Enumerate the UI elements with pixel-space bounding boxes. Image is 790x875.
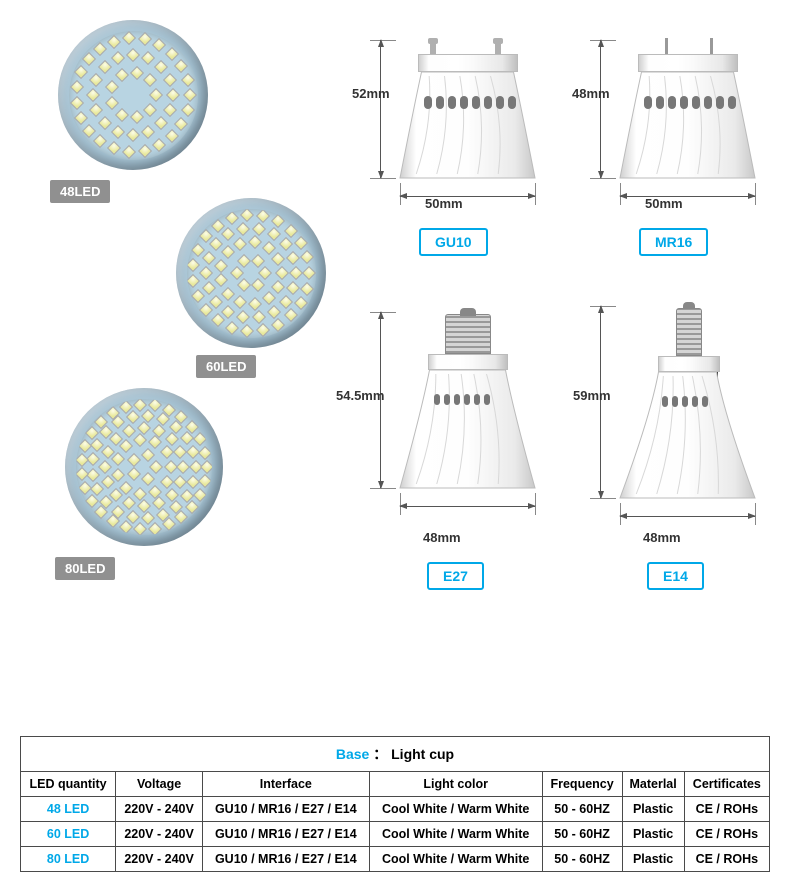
- table-header-row: LED quantity Voltage Interface Light col…: [21, 772, 770, 797]
- spec-table: Base ： Light cup LED quantity Voltage In…: [20, 736, 770, 872]
- cell-material: Plastic: [622, 847, 684, 872]
- led-count-label-60: 60LED: [196, 355, 256, 378]
- cell-led: 80 LED: [21, 847, 116, 872]
- cell-led: 60 LED: [21, 822, 116, 847]
- cell-voltage: 220V - 240V: [116, 797, 203, 822]
- cell-interface: GU10 / MR16 / E27 / E14: [202, 797, 369, 822]
- base-type-label-e27: E27: [427, 562, 484, 590]
- width-label-gu10: 50mm: [425, 196, 463, 211]
- cell-material: Plastic: [622, 822, 684, 847]
- th-material: Materlal: [622, 772, 684, 797]
- cell-interface: GU10 / MR16 / E27 / E14: [202, 847, 369, 872]
- table-row: 48 LED220V - 240VGU10 / MR16 / E27 / E14…: [21, 797, 770, 822]
- cell-cert: CE / ROHs: [684, 822, 769, 847]
- cell-material: Plastic: [622, 797, 684, 822]
- cell-led: 48 LED: [21, 797, 116, 822]
- base-type-label-gu10: GU10: [419, 228, 488, 256]
- table-row: 80 LED220V - 240VGU10 / MR16 / E27 / E14…: [21, 847, 770, 872]
- th-frequency: Frequency: [542, 772, 622, 797]
- th-led-quantity: LED quantity: [21, 772, 116, 797]
- th-voltage: Voltage: [116, 772, 203, 797]
- cell-freq: 50 - 60HZ: [542, 797, 622, 822]
- base-type-label-mr16: MR16: [639, 228, 708, 256]
- cell-voltage: 220V - 240V: [116, 847, 203, 872]
- table-title-label: Base: [336, 746, 369, 762]
- table-row: 60 LED220V - 240VGU10 / MR16 / E27 / E14…: [21, 822, 770, 847]
- cell-color: Cool White / Warm White: [369, 847, 542, 872]
- cell-cert: CE / ROHs: [684, 847, 769, 872]
- bulb-e14: CE RoHS: [570, 298, 785, 552]
- led-face-48: [58, 20, 208, 170]
- cell-freq: 50 - 60HZ: [542, 847, 622, 872]
- led-count-label-80: 80LED: [55, 557, 115, 580]
- cell-freq: 50 - 60HZ: [542, 822, 622, 847]
- height-label-mr16: 48mm: [572, 86, 610, 101]
- height-label-e27: 54.5mm: [336, 388, 384, 403]
- cell-interface: GU10 / MR16 / E27 / E14: [202, 822, 369, 847]
- led-face-80: [65, 388, 223, 546]
- cell-cert: CE / ROHs: [684, 797, 769, 822]
- th-light-color: Light color: [369, 772, 542, 797]
- height-label-gu10: 52mm: [352, 86, 390, 101]
- cell-color: Cool White / Warm White: [369, 822, 542, 847]
- base-type-label-e14: E14: [647, 562, 704, 590]
- width-label-e14: 48mm: [643, 530, 681, 545]
- led-face-60: [176, 198, 326, 348]
- table-title-row: Base ： Light cup: [21, 737, 770, 772]
- cell-color: Cool White / Warm White: [369, 797, 542, 822]
- width-label-e27: 48mm: [423, 530, 461, 545]
- cell-voltage: 220V - 240V: [116, 822, 203, 847]
- th-certificates: Certificates: [684, 772, 769, 797]
- led-count-label-48: 48LED: [50, 180, 110, 203]
- height-label-e14: 59mm: [573, 388, 611, 403]
- table-title-value: Light cup: [391, 746, 454, 762]
- bulb-e27: CE RoHS: [350, 298, 565, 552]
- th-interface: Interface: [202, 772, 369, 797]
- width-label-mr16: 50mm: [645, 196, 683, 211]
